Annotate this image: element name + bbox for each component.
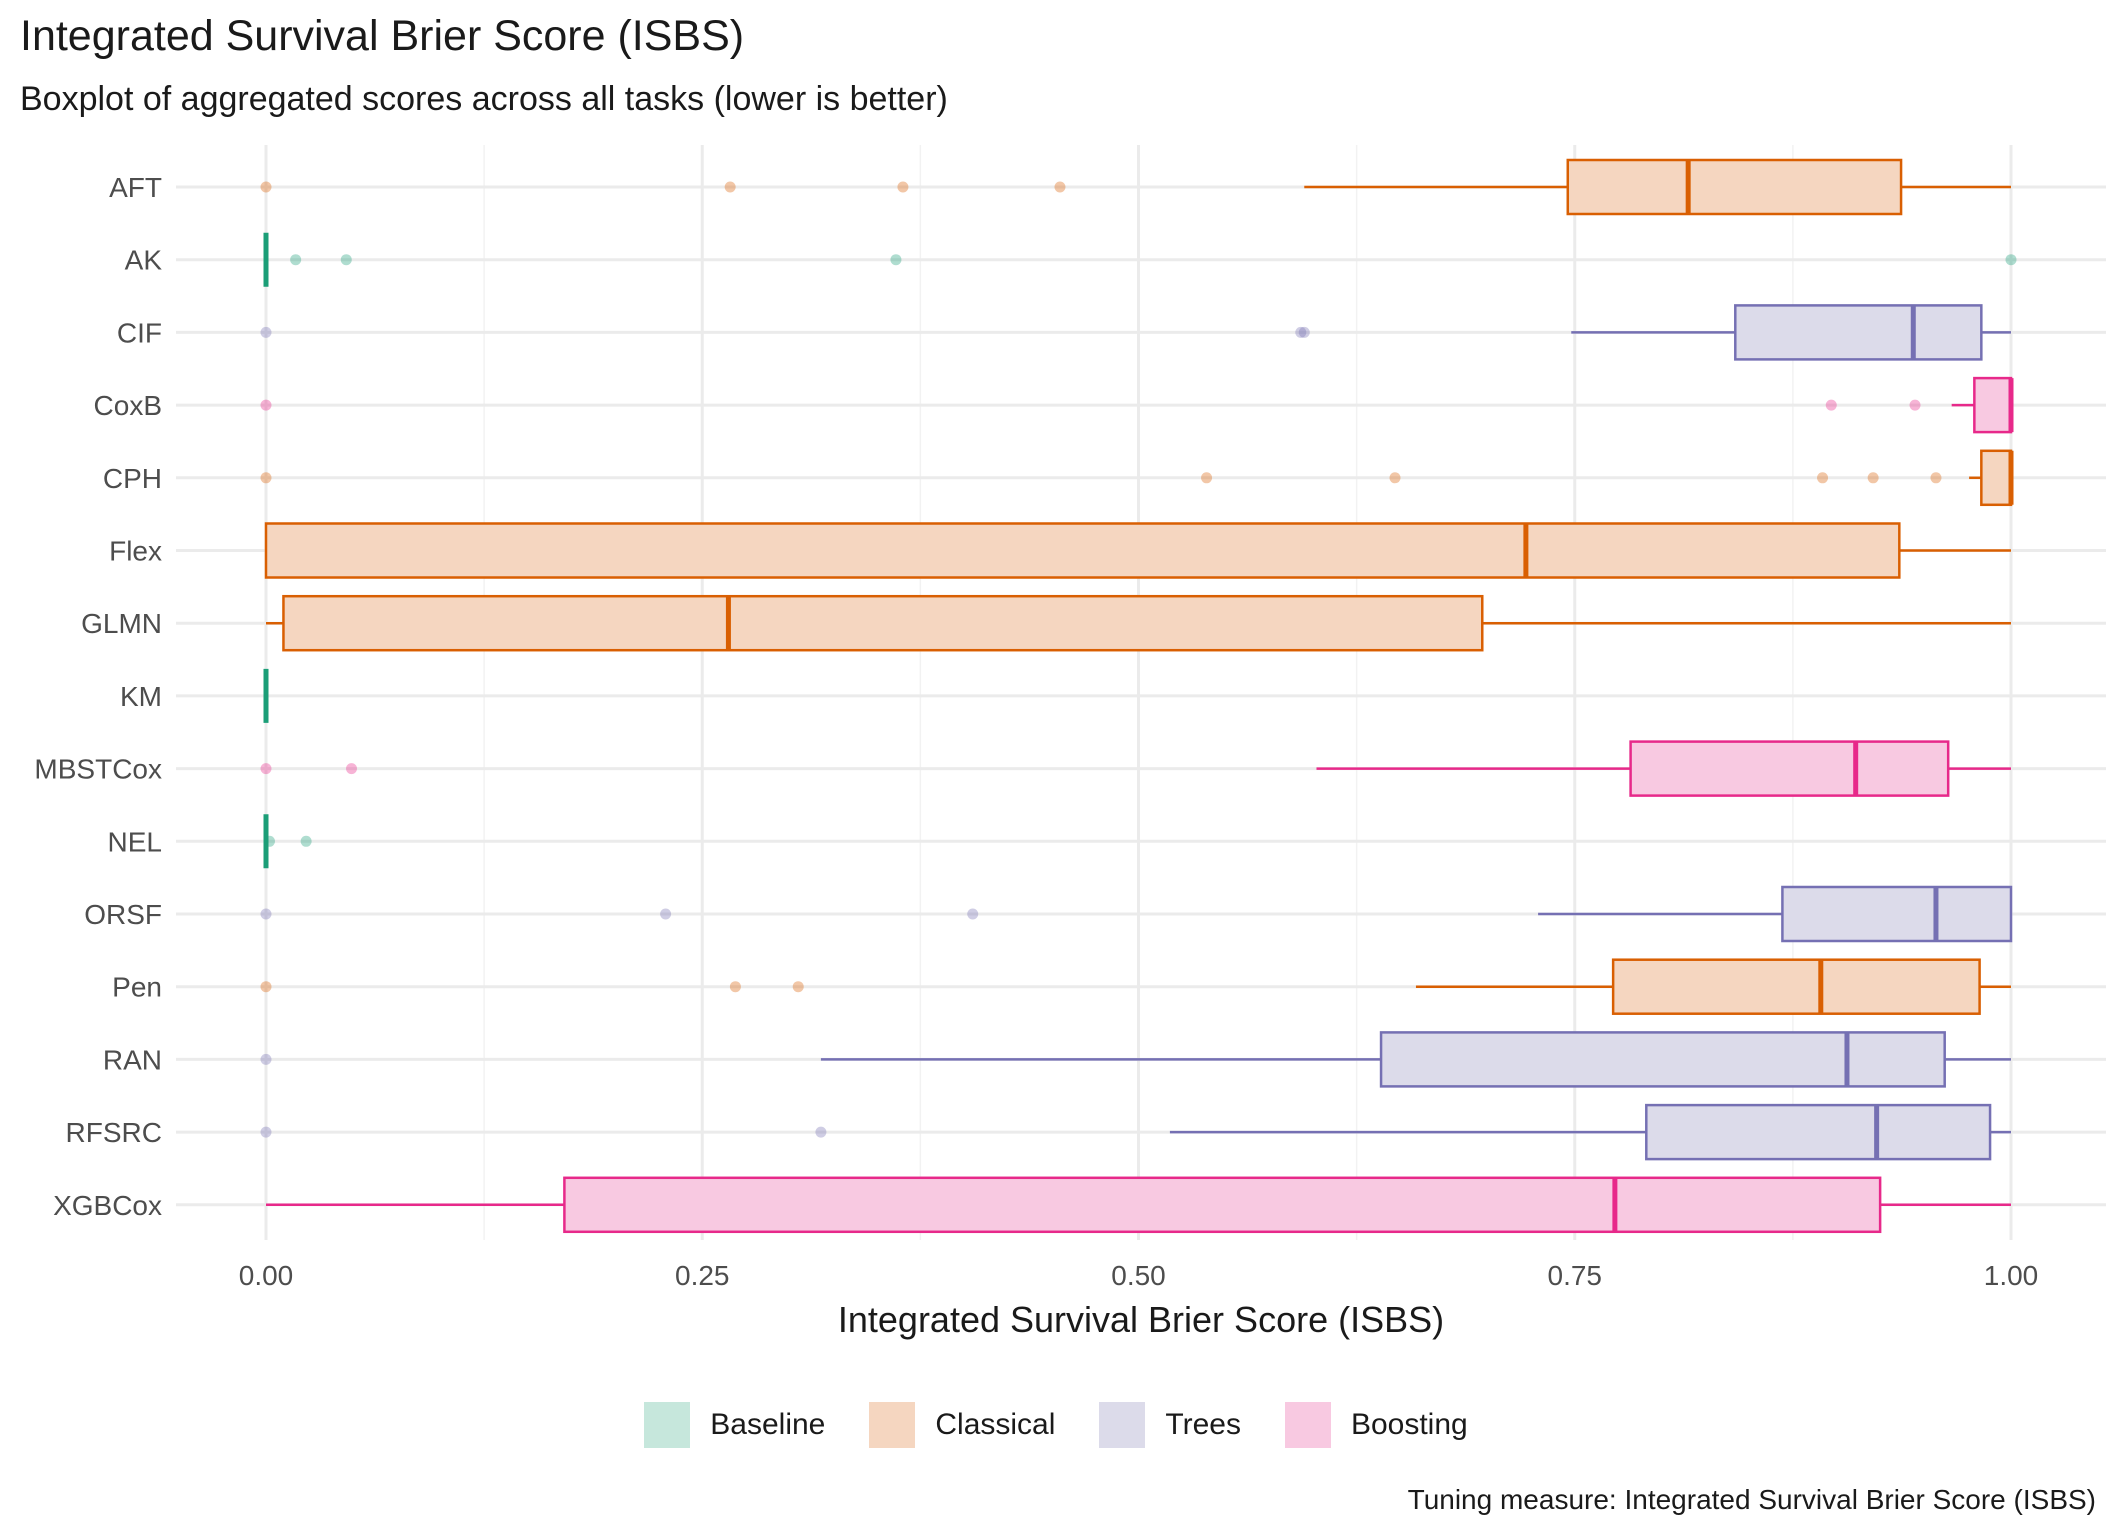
x-axis-label: Integrated Survival Brier Score (ISBS)	[838, 1299, 1444, 1340]
boxplot-series	[260, 158, 2017, 1234]
y-tick-label: RAN	[103, 1044, 162, 1075]
outlier-point	[1054, 181, 1066, 193]
outlier-point	[967, 908, 979, 920]
outlier-point	[260, 908, 272, 920]
y-tick-label: XGBCox	[53, 1190, 162, 1221]
box-ran	[260, 1031, 2011, 1088]
x-axis: 0.00 0.25 0.50 0.75 1.00	[239, 1260, 2039, 1291]
y-tick-label: NEL	[108, 826, 162, 857]
y-axis: AFT AK CIF CoxB CPH Flex GLMN KM MBSTCox NEL ORSF P…	[34, 172, 162, 1221]
box-coxb	[260, 376, 2014, 434]
x-tick-label: 0.50	[1111, 1260, 1166, 1291]
iqr-box	[282, 594, 1484, 652]
box-rfsrc	[260, 1103, 2011, 1161]
outlier-point	[1298, 326, 1310, 338]
y-tick-label: AK	[125, 245, 163, 276]
legend-item-boosting: Boosting	[1284, 1402, 1468, 1448]
iqr-box	[1980, 449, 2013, 507]
outlier-point	[2005, 254, 2017, 266]
box-flex	[264, 522, 2011, 579]
outlier-point	[660, 908, 672, 920]
x-tick-label: 1.00	[1984, 1260, 2039, 1291]
legend-item-classical: Classical	[869, 1402, 1055, 1448]
iqr-box	[1611, 958, 1981, 1015]
outlier-point	[724, 181, 736, 193]
x-tick-label: 0.25	[675, 1260, 730, 1291]
y-tick-label: KM	[120, 681, 162, 712]
outlier-point	[815, 1126, 827, 1138]
outlier-point	[260, 472, 272, 484]
box-aft	[260, 158, 2011, 216]
outlier-point	[1909, 399, 1921, 411]
outlier-point	[260, 1053, 272, 1065]
outlier-point	[1201, 472, 1213, 484]
box-pen	[260, 958, 2011, 1015]
legend-label: Trees	[1165, 1408, 1241, 1441]
legend-swatch	[644, 1402, 691, 1448]
legend-swatch	[1284, 1402, 1331, 1448]
box-orsf	[260, 885, 2013, 943]
boxplot-chart: AFT AK CIF CoxB CPH Flex GLMN KM MBSTCox NEL ORSF P…	[34, 145, 2106, 1340]
outlier-point	[290, 254, 302, 266]
y-tick-label: CIF	[117, 317, 162, 348]
iqr-box	[1629, 740, 1950, 797]
legend-label: Boosting	[1350, 1408, 1468, 1441]
legend-item-trees: Trees	[1099, 1402, 1241, 1448]
y-tick-label: CoxB	[94, 390, 162, 421]
outlier-point	[340, 254, 352, 266]
chart-subtitle: Boxplot of aggregated scores across all …	[20, 80, 948, 118]
box-xgbcox	[266, 1176, 2011, 1234]
iqr-box	[1566, 158, 1903, 216]
x-tick-label: 0.00	[239, 1260, 294, 1291]
y-tick-label: Flex	[109, 536, 162, 567]
box-cif	[260, 304, 2011, 361]
outlier-point	[300, 835, 312, 847]
outlier-point	[260, 399, 272, 411]
outlier-point	[1867, 472, 1879, 484]
iqr-box	[1973, 376, 2013, 434]
outlier-point	[729, 981, 741, 993]
outlier-point	[1389, 472, 1401, 484]
outlier-point	[1817, 472, 1829, 484]
outlier-point	[1295, 326, 1307, 338]
legend-swatch	[1099, 1402, 1146, 1448]
outlier-point	[1825, 399, 1837, 411]
outlier-point	[346, 763, 358, 775]
outlier-point	[897, 181, 909, 193]
y-tick-label: MBSTCox	[34, 754, 162, 785]
iqr-box	[1781, 885, 2013, 943]
legend-item-baseline: Baseline	[644, 1402, 825, 1448]
chart-title: Integrated Survival Brier Score (ISBS)	[20, 12, 745, 60]
chart-caption: Tuning measure: Integrated Survival Brie…	[1407, 1484, 2096, 1515]
outlier-point	[260, 1126, 272, 1138]
outlier-point	[260, 763, 272, 775]
y-tick-label: AFT	[109, 172, 162, 203]
box-mbstcox	[260, 740, 2011, 797]
iqr-box	[264, 522, 1901, 579]
y-tick-label: GLMN	[81, 608, 162, 639]
box-ak	[263, 232, 2017, 287]
outlier-point	[792, 981, 804, 993]
legend-label: Baseline	[710, 1408, 826, 1441]
box-glmn	[266, 594, 2011, 652]
iqr-box	[1734, 304, 1983, 361]
y-tick-label: Pen	[112, 972, 162, 1003]
box-nel	[263, 814, 312, 869]
legend-swatch	[869, 1402, 916, 1448]
x-tick-label: 0.75	[1548, 1260, 1603, 1291]
outlier-point	[260, 181, 272, 193]
outlier-point	[1930, 472, 1942, 484]
iqr-box	[1645, 1103, 1992, 1161]
y-tick-label: RFSRC	[66, 1117, 162, 1148]
y-tick-label: CPH	[103, 463, 162, 494]
legend: Baseline Classical Trees Boosting	[0, 1402, 2112, 1448]
y-tick-label: ORSF	[84, 899, 162, 930]
box-cph	[260, 449, 2014, 507]
outlier-point	[260, 326, 272, 338]
iqr-box	[1379, 1031, 1946, 1088]
outlier-point	[260, 981, 272, 993]
iqr-box	[563, 1176, 1882, 1234]
legend-label: Classical	[935, 1408, 1056, 1441]
outlier-point	[890, 254, 902, 266]
